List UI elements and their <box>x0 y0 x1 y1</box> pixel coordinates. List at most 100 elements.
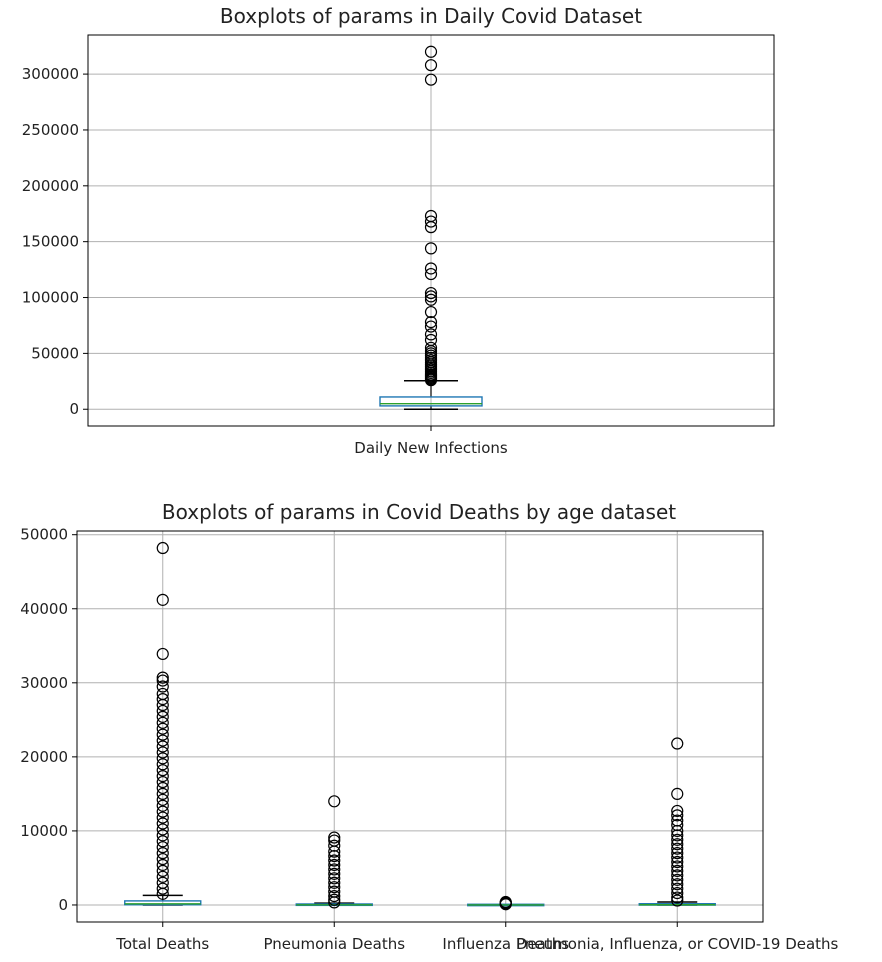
outlier-point <box>156 680 169 693</box>
outlier-point <box>671 860 684 873</box>
outlier-point <box>424 286 438 300</box>
outlier-point <box>424 215 438 228</box>
outlier-point <box>671 864 684 878</box>
y-tick-label: 50000 <box>31 344 79 362</box>
outlier-point <box>671 804 684 818</box>
y-tick-label: 40000 <box>20 600 68 618</box>
outlier-point <box>156 734 169 747</box>
outlier-point <box>156 710 169 723</box>
outlier-point <box>156 811 169 824</box>
outlier-point <box>671 851 684 864</box>
y-tick-label: 20000 <box>20 748 68 766</box>
iqr-box <box>379 396 483 407</box>
outlier-point <box>671 894 684 907</box>
outlier-point <box>671 824 684 838</box>
y-tick-label: 200000 <box>22 177 79 195</box>
outlier-point <box>671 878 684 891</box>
outlier-point <box>671 809 684 822</box>
outlier-point <box>671 887 684 900</box>
y-tick-label: 150000 <box>22 233 79 251</box>
outlier-point <box>424 341 438 354</box>
outlier-point <box>156 781 169 795</box>
outlier-point <box>671 882 684 895</box>
outlier-point <box>424 374 438 387</box>
outlier-point <box>671 855 684 869</box>
outlier-point <box>156 805 169 818</box>
outlier-point <box>671 737 684 750</box>
outlier-point <box>156 799 169 812</box>
outlier-point <box>156 858 169 872</box>
outlier-point <box>156 722 169 735</box>
outlier-point <box>156 787 169 800</box>
outlier-point <box>424 316 438 329</box>
outlier-point <box>671 869 684 882</box>
outlier-point <box>671 818 684 832</box>
outlier-point <box>424 73 438 86</box>
y-tick-label: 300000 <box>22 65 79 83</box>
outlier-point <box>156 746 169 759</box>
outlier-point <box>671 814 684 827</box>
outlier-point <box>156 775 169 789</box>
outlier-point <box>671 838 684 851</box>
outlier-point <box>156 841 169 854</box>
outlier-point <box>328 881 341 894</box>
outlier-point <box>156 593 169 606</box>
outlier-point <box>156 852 169 866</box>
x-tick-label: Pneumonia, Influenza, or COVID-19 Deaths <box>516 935 838 953</box>
outlier-point <box>156 671 169 684</box>
outlier-point <box>156 770 169 783</box>
box-pneumonia-deaths <box>295 795 373 909</box>
outlier-point <box>328 858 341 872</box>
outlier-point <box>424 328 438 341</box>
outlier-point <box>424 320 438 333</box>
y-tick-label: 250000 <box>22 121 79 139</box>
box-daily-new-infections <box>379 45 483 410</box>
outlier-point <box>156 882 169 895</box>
outlier-point <box>328 863 341 876</box>
outlier-point <box>328 849 341 863</box>
outlier-point <box>424 59 438 72</box>
x-tick-label: Total Deaths <box>115 935 209 953</box>
box-pneumonia-influenza-or-covid-19-deaths <box>638 737 716 907</box>
outlier-point <box>424 45 438 58</box>
outlier-point <box>156 829 169 842</box>
chart-title: Boxplots of params in Covid Deaths by ag… <box>162 500 676 524</box>
chart-covid-deaths-by-age: Boxplots of params in Covid Deaths by ag… <box>20 500 838 953</box>
outlier-point <box>424 267 438 281</box>
x-tick-label: Influenza Deaths <box>442 935 569 953</box>
outlier-point <box>424 221 438 234</box>
outlier-point <box>156 758 169 771</box>
outlier-point <box>156 847 169 860</box>
outlier-point <box>424 242 438 255</box>
outlier-point <box>671 873 684 886</box>
x-tick-label: Daily New Infections <box>354 439 508 457</box>
outlier-point <box>328 876 341 889</box>
outlier-point <box>424 290 438 303</box>
outlier-point <box>156 698 169 712</box>
outlier-point <box>671 847 684 860</box>
outlier-point <box>156 817 169 830</box>
box-influenza-deaths <box>467 895 545 911</box>
x-tick-label: Pneumonia Deaths <box>263 935 405 953</box>
chart-title: Boxplots of params in Daily Covid Datase… <box>220 4 642 28</box>
outlier-point <box>328 896 341 909</box>
outlier-point <box>671 891 684 904</box>
outlier-point <box>156 728 169 741</box>
y-tick-label: 0 <box>58 896 68 914</box>
outlier-point <box>156 674 169 687</box>
outlier-point <box>671 787 684 800</box>
outlier-point <box>156 764 169 777</box>
plot-area <box>76 530 764 923</box>
outlier-point <box>328 854 341 867</box>
outlier-point <box>671 842 684 855</box>
outlier-point <box>328 845 341 858</box>
outlier-point <box>328 872 341 885</box>
y-tick-label: 30000 <box>20 674 68 692</box>
outlier-point <box>156 823 169 836</box>
outlier-point <box>156 704 169 718</box>
outlier-point <box>156 752 169 765</box>
outlier-point <box>499 898 512 911</box>
outlier-point <box>671 833 684 846</box>
outlier-point <box>156 870 169 883</box>
